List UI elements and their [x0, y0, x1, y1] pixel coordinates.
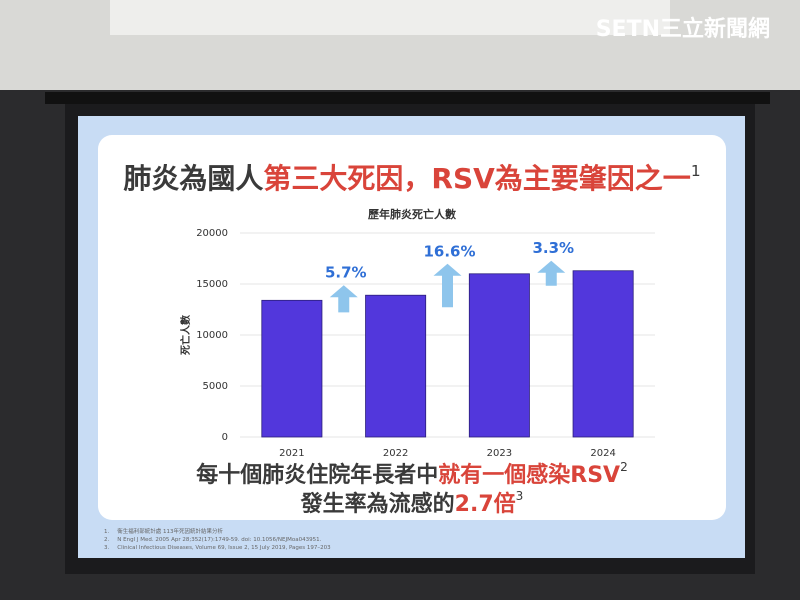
text-part: 就有一個感染RSV [438, 462, 620, 488]
footnote: 1. 衛生福利部統計處 113年死因統計結果分析 [104, 527, 223, 535]
text-part: 發生率為流感的 [300, 491, 455, 517]
text-part: 2.7倍 [455, 491, 516, 517]
footnote-marker: 3. [104, 545, 109, 551]
footnote-text: 衛生福利部統計處 113年死因統計結果分析 [117, 527, 223, 535]
growth-arrow [537, 260, 566, 286]
y-tick-label: 20000 [196, 228, 228, 239]
statement: 發生率為流感的2.7倍3 [300, 489, 524, 518]
text-part: 第三大死因，RSV為主要肇因之一 [263, 162, 690, 195]
footnote: 3. Clinical Infectious Diseases, Volume 6… [104, 545, 331, 551]
growth-arrow [433, 263, 462, 308]
bar [468, 273, 530, 438]
logo: SETN三立新聞網 [596, 16, 770, 42]
x-tick-label: 2022 [383, 448, 408, 459]
y-tick-label: 5000 [203, 381, 228, 392]
y-tick-label: 0 [222, 432, 228, 443]
statement: 每十個肺炎住院年長者中就有一個感染RSV2 [196, 460, 628, 489]
y-tick-label: 15000 [196, 279, 228, 290]
growth-arrow [329, 285, 358, 313]
bar [572, 270, 634, 438]
slide-title: 肺炎為國人第三大死因，RSV為主要肇因之一1 [123, 162, 700, 196]
bar [365, 294, 427, 438]
text-part: 肺炎為國人 [123, 162, 263, 195]
footnote: 2. N Engl J Med. 2005 Apr 28;352(17):1749… [104, 537, 322, 543]
superscript: 3 [516, 489, 524, 503]
footnote-text: N Engl J Med. 2005 Apr 28;352(17):1749-5… [117, 537, 321, 543]
chart-title: 歷年肺炎死亡人數 [368, 207, 456, 221]
screen-bar [45, 92, 770, 104]
y-tick-label: 10000 [196, 330, 228, 341]
x-tick-label: 2024 [590, 448, 615, 459]
growth-label: 16.6% [423, 242, 475, 260]
x-tick-label: 2021 [279, 448, 304, 459]
y-axis-label: 死亡人數 [179, 315, 192, 355]
footnote-marker: 2. [104, 537, 109, 543]
bar [261, 299, 323, 438]
superscript: 1 [691, 162, 701, 180]
text-part: 每十個肺炎住院年長者中 [196, 462, 438, 488]
superscript: 2 [620, 460, 628, 474]
footnote-text: Clinical Infectious Diseases, Volume 69,… [117, 545, 331, 551]
footnote-marker: 1. [104, 529, 109, 535]
vent [110, 0, 670, 35]
growth-label: 3.3% [532, 239, 574, 257]
growth-label: 5.7% [325, 264, 367, 282]
x-tick-label: 2023 [487, 448, 512, 459]
